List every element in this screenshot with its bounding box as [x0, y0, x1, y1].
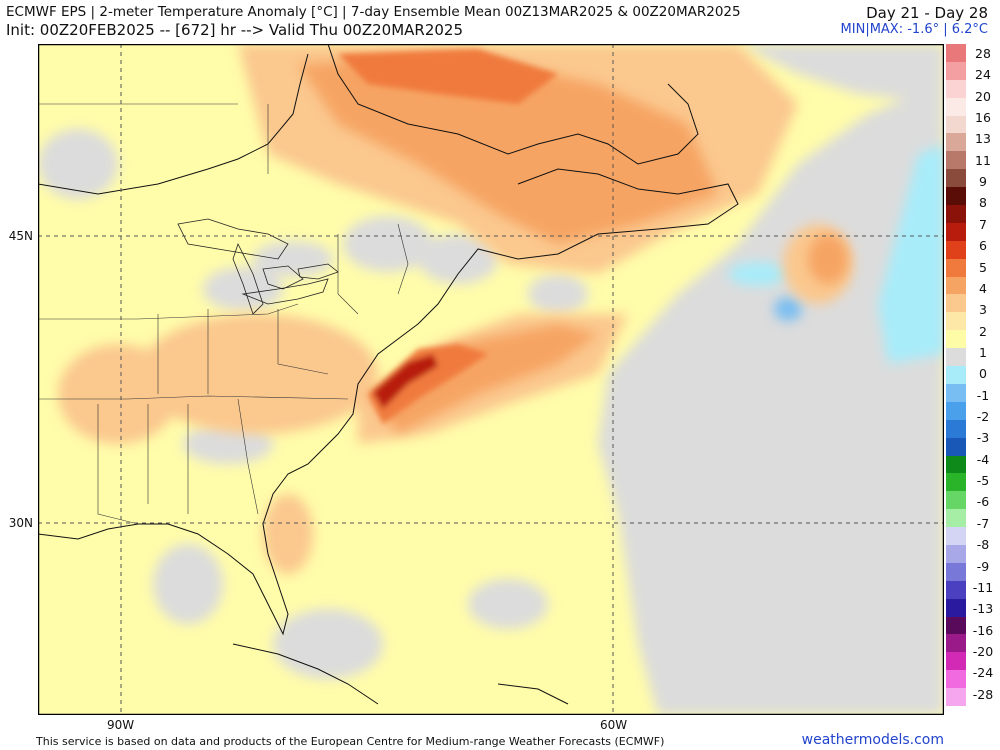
colorbar-label: 24 [975, 67, 991, 83]
lat-label-30n: 30N [8, 516, 33, 530]
colorbar-label: 3 [979, 302, 987, 318]
brand-link[interactable]: weathermodels.com [801, 732, 944, 748]
colorbar-swatch [946, 634, 966, 653]
colorbar-swatch [946, 240, 966, 260]
colorbar-swatch [946, 294, 966, 313]
colorbar-label: -4 [976, 451, 990, 467]
colorbar-label: -24 [972, 665, 994, 681]
colorbar-label: 7 [979, 216, 987, 232]
colorbar-swatch [946, 79, 966, 99]
strong-warm-areas [338, 49, 558, 424]
great-lakes [177, 218, 339, 315]
init-valid-line: Init: 00Z20FEB2025 -- [672] hr --> Valid… [6, 21, 463, 39]
colorbar-label: -28 [972, 686, 994, 702]
colorbar-swatch [946, 491, 966, 510]
colorbar-swatch [946, 366, 966, 385]
colorbar-swatch [946, 169, 966, 188]
colorbar-label: 28 [975, 46, 991, 61]
graticule [38, 44, 944, 715]
colorbar-swatch [946, 527, 966, 546]
colorbar-label: -9 [976, 558, 990, 574]
colorbar-swatch [946, 670, 966, 689]
colorbar-label: 8 [979, 195, 987, 211]
colorbar-label: 1 [979, 344, 987, 360]
colorbar-label: 6 [979, 238, 987, 254]
colorbar-label: 4 [979, 280, 987, 296]
colorbar-swatch [946, 580, 966, 600]
colorbar-label: 9 [979, 174, 987, 190]
forecast-period: Day 21 - Day 28 [866, 4, 988, 22]
colorbar-label: 0 [979, 366, 987, 382]
colorbar-label: -6 [976, 494, 990, 510]
coastlines [38, 44, 739, 705]
colorbar-label: 20 [975, 88, 991, 104]
colorbar-label: -2 [976, 409, 990, 425]
colorbar-swatch [946, 133, 966, 152]
colorbar-label: -13 [972, 601, 994, 617]
lon-label-90w: 90W [107, 718, 135, 732]
colorbar-swatch [946, 419, 966, 439]
colorbar-label: 13 [975, 131, 991, 147]
colorbar-swatch [946, 97, 966, 117]
state-borders [38, 103, 409, 525]
negative-anomaly-areas [728, 144, 944, 364]
colorbar-swatch [946, 598, 966, 618]
colorbar-label: -1 [976, 387, 990, 403]
colorbar-label: -7 [976, 515, 990, 531]
colorbar-label: -16 [972, 622, 994, 638]
colorbar-swatch [946, 276, 966, 295]
colorbar-swatch [946, 455, 966, 474]
map-title: ECMWF EPS | 2-meter Temperature Anomaly … [6, 4, 741, 20]
colorbar-swatch [946, 348, 966, 367]
colorbar-swatch [946, 616, 966, 635]
colorbar-label: -3 [976, 430, 990, 446]
lat-label-45n: 45N [8, 229, 33, 243]
colorbar-swatch [946, 688, 966, 707]
colorbar-swatch [946, 44, 966, 63]
colorbar-swatch [946, 509, 966, 528]
colorbar-swatch [946, 61, 966, 81]
colorbar-label: -5 [976, 473, 990, 489]
colorbar-swatch [946, 312, 966, 331]
colorbar-swatch [946, 562, 966, 582]
colorbar [946, 44, 966, 707]
colorbar-swatch [946, 151, 966, 170]
colorbar-swatch [946, 652, 966, 671]
colorbar-swatch [946, 258, 966, 278]
colorbar-label: -8 [976, 537, 990, 553]
min-max-readout: MIN|MAX: -1.6° | 6.2°C [840, 22, 988, 37]
colorbar-label: 11 [975, 152, 991, 168]
lon-label-60w: 60W [600, 718, 628, 732]
colorbar-label: -20 [972, 643, 994, 659]
colorbar-label: 2 [979, 323, 987, 339]
colorbar-swatch [946, 473, 966, 492]
zero-anomaly-areas [38, 44, 944, 715]
anomaly-map[interactable] [38, 44, 944, 715]
colorbar-label: 16 [975, 110, 991, 126]
colorbar-swatch [946, 383, 966, 403]
colorbar-swatch [946, 401, 966, 421]
colorbar-swatch [946, 544, 966, 564]
colorbar-swatch [946, 330, 966, 349]
colorbar-swatch [946, 222, 966, 242]
ecmwf-disclaimer: This service is based on data and produc… [36, 735, 665, 748]
colorbar-swatch [946, 187, 966, 206]
colorbar-label: -11 [972, 579, 994, 595]
colorbar-swatch [946, 205, 966, 224]
colorbar-label: 5 [979, 259, 987, 275]
colorbar-swatch [946, 437, 966, 456]
colorbar-swatch [946, 115, 966, 134]
